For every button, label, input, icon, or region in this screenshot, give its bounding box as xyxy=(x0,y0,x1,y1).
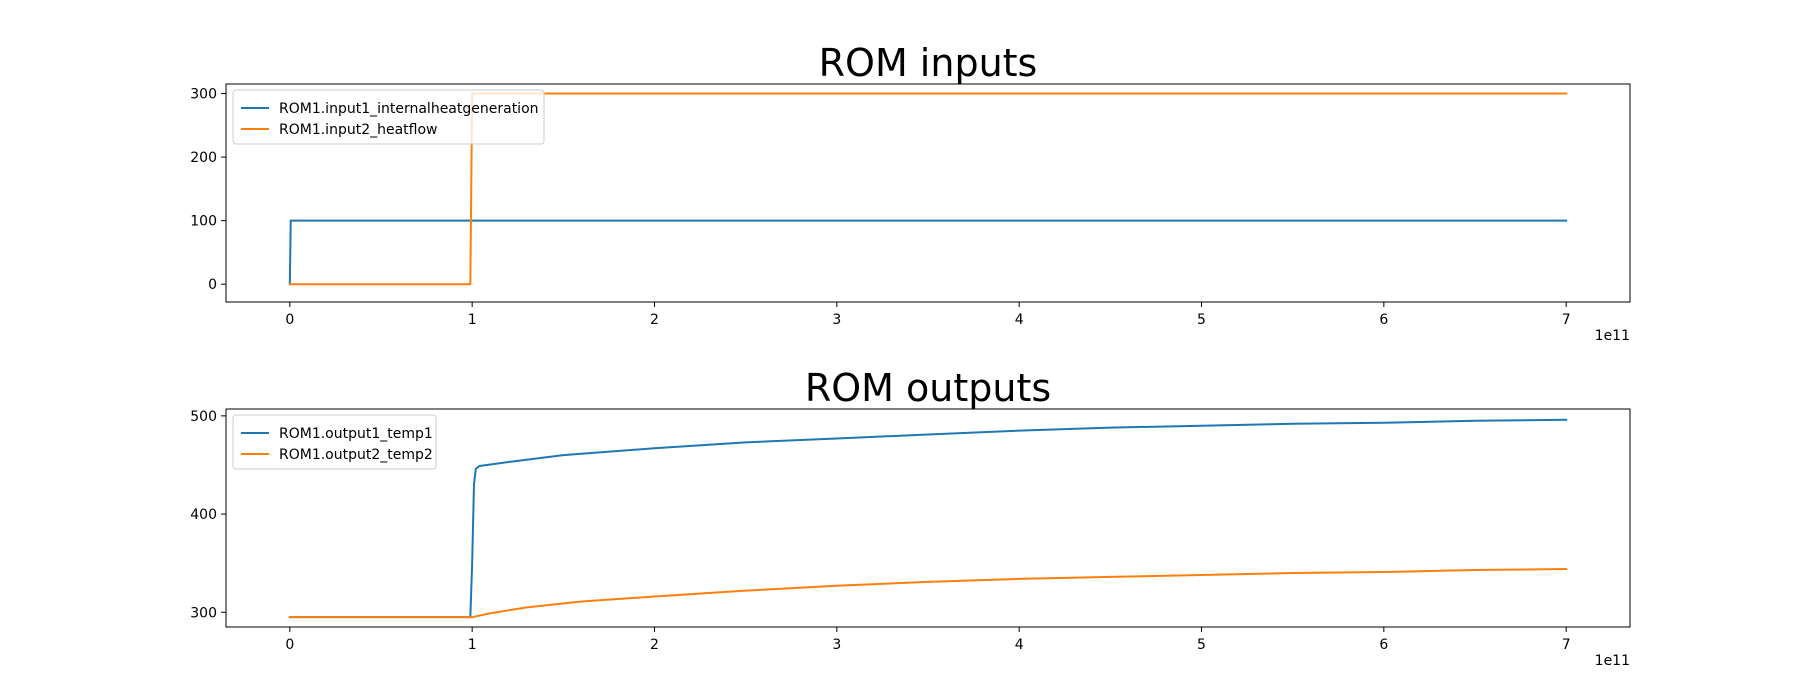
chart-2: ROM outputs 0 1 2 3 4 5 6 7 300 400 500 1e11 ROM1.out… xyxy=(190,366,1631,669)
legend: ROM1.output1_temp1 ROM1.output2_temp2 xyxy=(232,414,437,470)
series-group xyxy=(288,92,1568,286)
y-tick-label: 0 xyxy=(208,277,217,293)
legend-label: ROM1.output1_temp1 xyxy=(279,426,433,442)
x-tick-label: 2 xyxy=(650,312,659,328)
series-line-2 xyxy=(288,568,1568,619)
y-tick-label: 100 xyxy=(190,214,217,230)
legend: ROM1.input1_internalheatgeneration ROM1.i… xyxy=(232,89,545,145)
x-tick-label: 2 xyxy=(650,637,659,653)
x-tick-label: 7 xyxy=(1562,312,1571,328)
y-tick-label: 300 xyxy=(190,87,217,103)
x-tick-label: 3 xyxy=(832,637,841,653)
x-tick-label: 1 xyxy=(468,637,477,653)
plot-frame xyxy=(225,83,1631,303)
x-tick-label: 1 xyxy=(468,312,477,328)
series-group xyxy=(288,418,1568,619)
legend-label: ROM1.input1_internalheatgeneration xyxy=(279,101,539,117)
y-tick-label: 500 xyxy=(190,409,217,425)
y-tick-label: 200 xyxy=(190,150,217,166)
legend-box xyxy=(232,89,545,145)
y-tick-label: 300 xyxy=(190,605,217,621)
legend-label: ROM1.output2_temp2 xyxy=(279,447,433,463)
x-tick-label: 0 xyxy=(285,312,294,328)
series-line-2 xyxy=(288,92,1568,286)
y-tick-label: 400 xyxy=(190,507,217,523)
x-tick-label: 6 xyxy=(1379,637,1388,653)
x-tick-label: 5 xyxy=(1197,312,1206,328)
x-tick-label: 0 xyxy=(285,637,294,653)
x-tick-label: 4 xyxy=(1015,312,1024,328)
x-tick-label: 7 xyxy=(1562,637,1571,653)
x-tick-label: 4 xyxy=(1015,637,1024,653)
x-tick-label: 6 xyxy=(1379,312,1388,328)
series-line-1 xyxy=(288,418,1568,619)
plot-frame xyxy=(225,408,1631,628)
chart-1: ROM inputs 0 1 2 3 4 5 6 7 0 100 200 300 1e11 ROM1.inp… xyxy=(190,41,1631,344)
series-line-1 xyxy=(288,219,1568,286)
x-offset-label: 1e11 xyxy=(1595,328,1630,344)
x-offset-label: 1e11 xyxy=(1595,653,1630,669)
chart-title: ROM inputs xyxy=(819,41,1038,85)
chart-title: ROM outputs xyxy=(805,366,1051,410)
legend-box xyxy=(232,414,437,470)
legend-label: ROM1.input2_heatflow xyxy=(279,122,438,138)
x-tick-label: 3 xyxy=(832,312,841,328)
x-tick-label: 5 xyxy=(1197,637,1206,653)
